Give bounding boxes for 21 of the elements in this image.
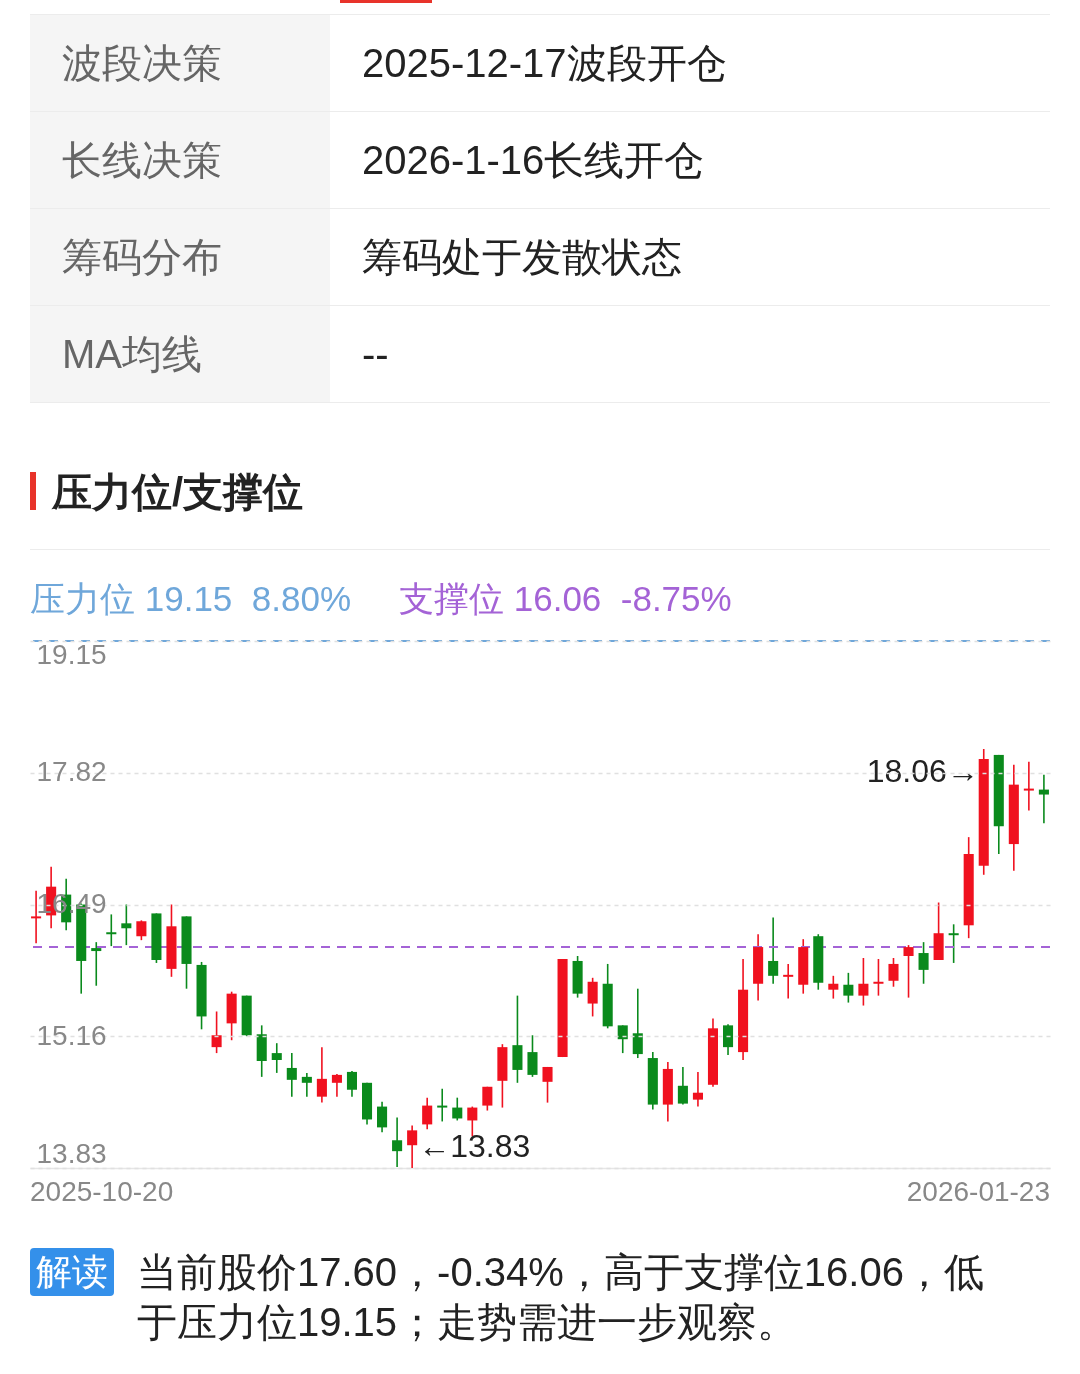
text: --	[362, 331, 389, 378]
annotation: ←13.83	[418, 1128, 531, 1164]
text: 2026-01-23	[906, 1175, 1050, 1209]
text: 2025-10-20	[30, 1175, 174, 1209]
ref-line-label: 压力位 19.15 8.80%	[30, 578, 351, 620]
text: 当前股价17.60，-0.34%，高于支撑位16.06，低于压力位19.15；走势需进一步观察。	[137, 1249, 985, 1346]
text: 筹码处于发散状态	[362, 234, 682, 281]
text: 筹码分布	[62, 234, 222, 281]
text: 长线决策	[62, 137, 222, 184]
text: 2025-12-17波段开仓	[362, 40, 727, 87]
annotation: 18.06→	[866, 752, 979, 789]
y-tick-label: 13.83	[36, 1137, 107, 1169]
text: 波段决策	[62, 40, 222, 87]
text: 解读	[30, 1248, 114, 1296]
chart-title: 压力位/支撑位	[52, 469, 304, 516]
text: 2026-1-16长线开仓	[362, 137, 705, 184]
y-tick-label: 19.15	[36, 638, 107, 670]
text: MA均线	[62, 331, 202, 378]
y-tick-label: 17.82	[36, 756, 107, 788]
y-tick-label: 15.16	[36, 1019, 107, 1051]
ref-line-label: 支撑位 16.06 -8.75%	[399, 578, 732, 620]
